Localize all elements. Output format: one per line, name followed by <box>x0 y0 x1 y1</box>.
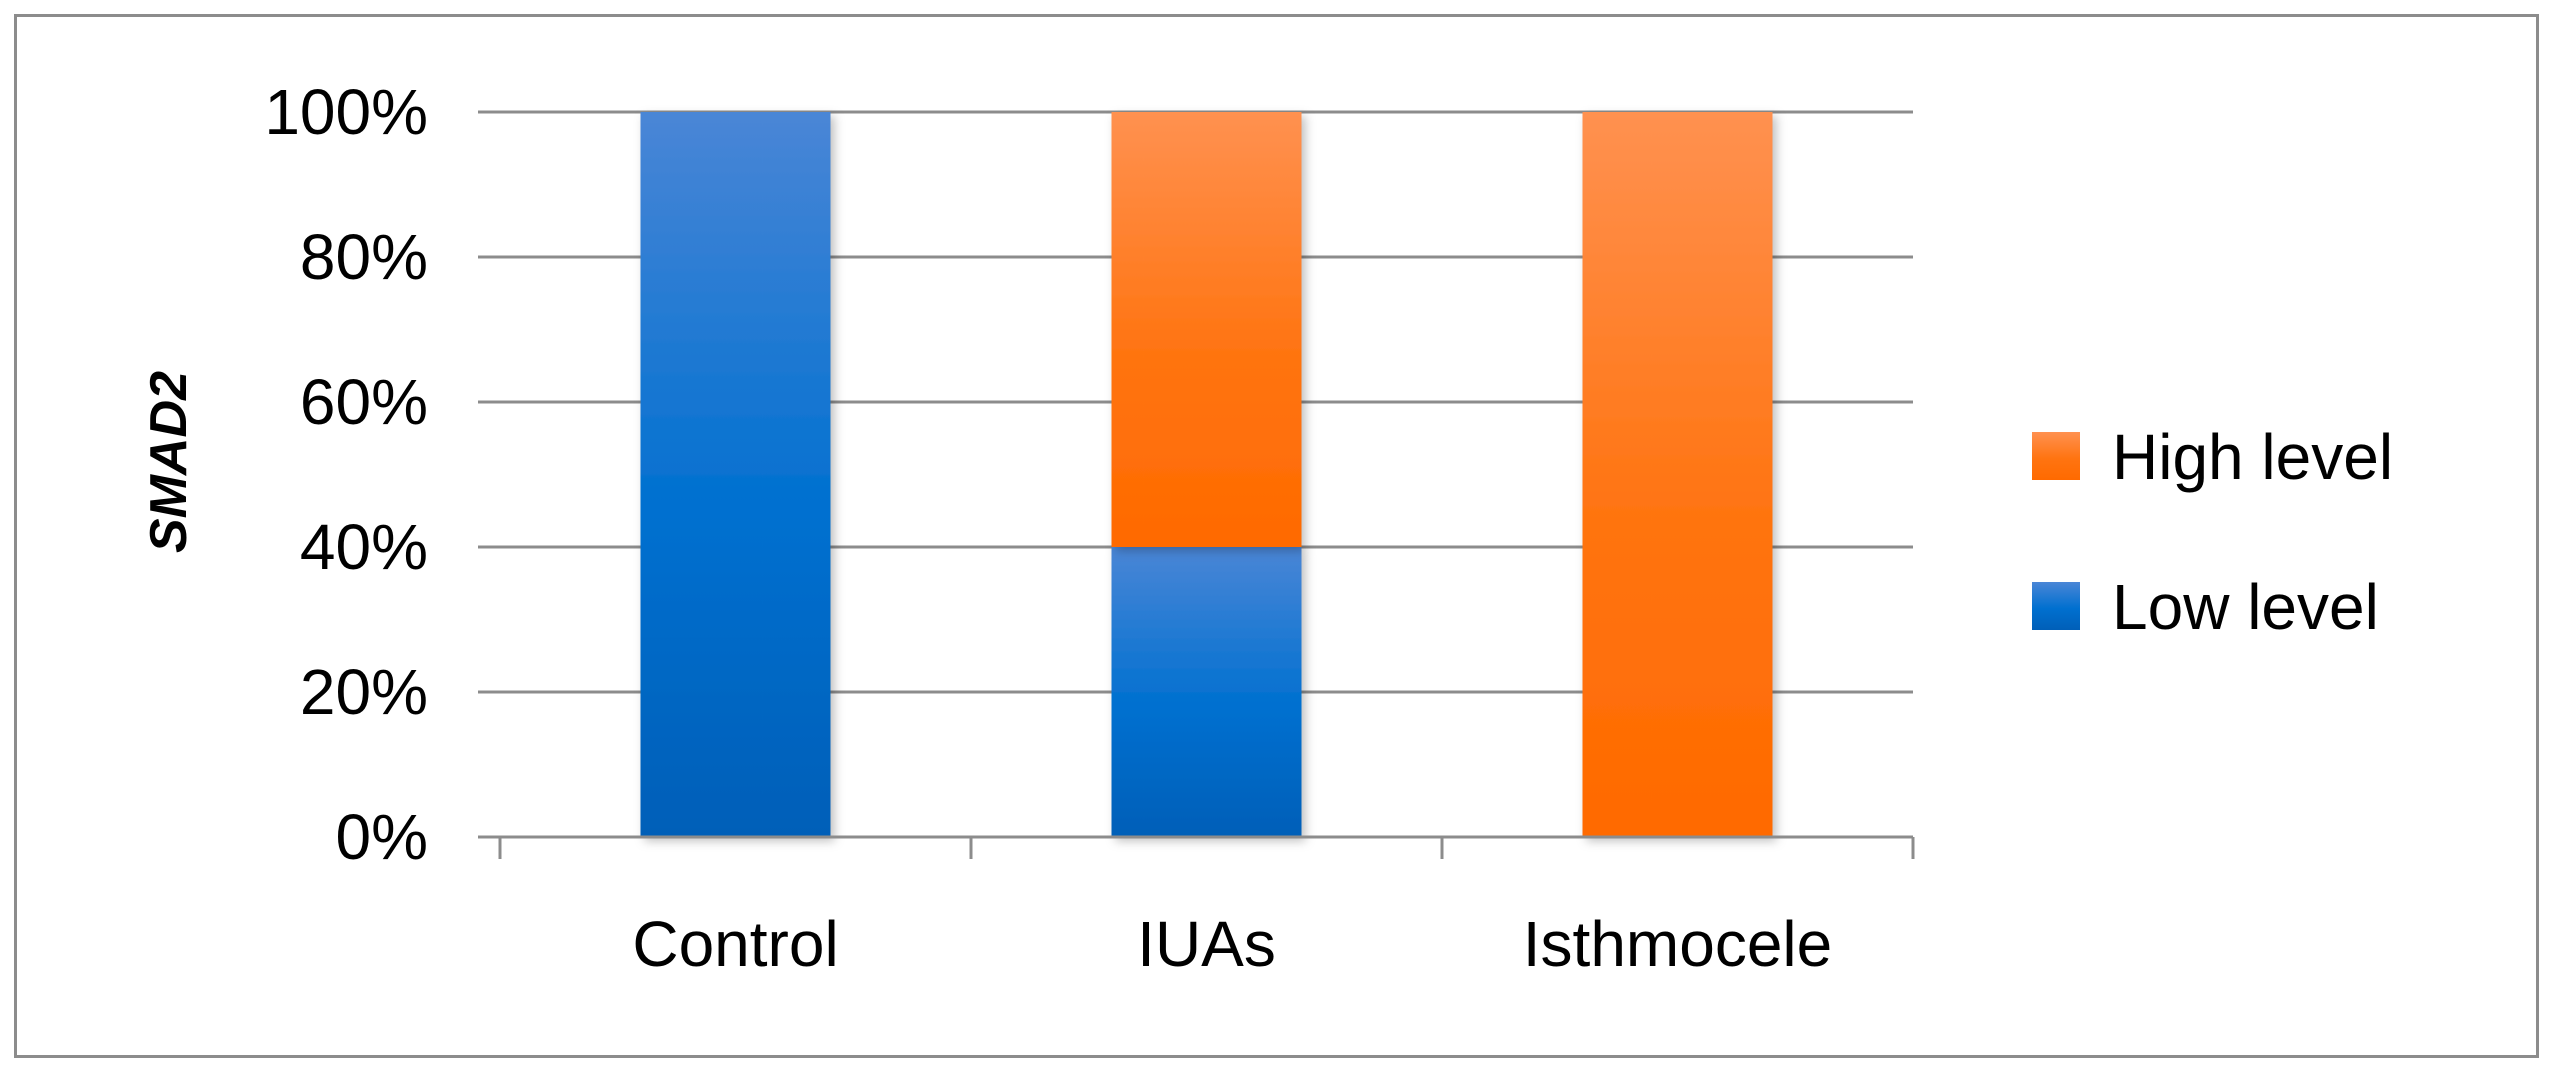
x-tick-label: IUAs <box>1137 908 1276 980</box>
bars <box>641 112 1773 837</box>
legend-swatch-high-level <box>2032 432 2080 480</box>
x-axis <box>500 837 1913 859</box>
legend-label-high-level: High level <box>2112 421 2393 493</box>
x-tick-label: Isthmocele <box>1523 908 1832 980</box>
y-axis-title: SMAD2 <box>140 371 198 553</box>
y-tick-labels: 0% 20% 40% 60% 80% 100% <box>264 76 428 873</box>
bar-segment-low-level <box>1112 547 1302 837</box>
bar-segment-low-level <box>641 112 831 837</box>
bar-segment-high-level <box>1112 112 1302 547</box>
y-tick-label: 60% <box>300 366 428 438</box>
x-tick-label: Control <box>632 908 838 980</box>
y-tick-label: 100% <box>264 76 428 148</box>
y-tick-label: 40% <box>300 511 428 583</box>
bar-segment-high-level <box>1583 112 1773 837</box>
x-tick-labels: Control IUAs Isthmocele <box>632 908 1832 980</box>
legend-swatch-low-level <box>2032 582 2080 630</box>
legend: High level Low level <box>2032 421 2393 643</box>
y-tick-label: 0% <box>336 801 429 873</box>
legend-label-low-level: Low level <box>2112 571 2379 643</box>
y-tick-label: 20% <box>300 656 428 728</box>
y-tick-label: 80% <box>300 221 428 293</box>
